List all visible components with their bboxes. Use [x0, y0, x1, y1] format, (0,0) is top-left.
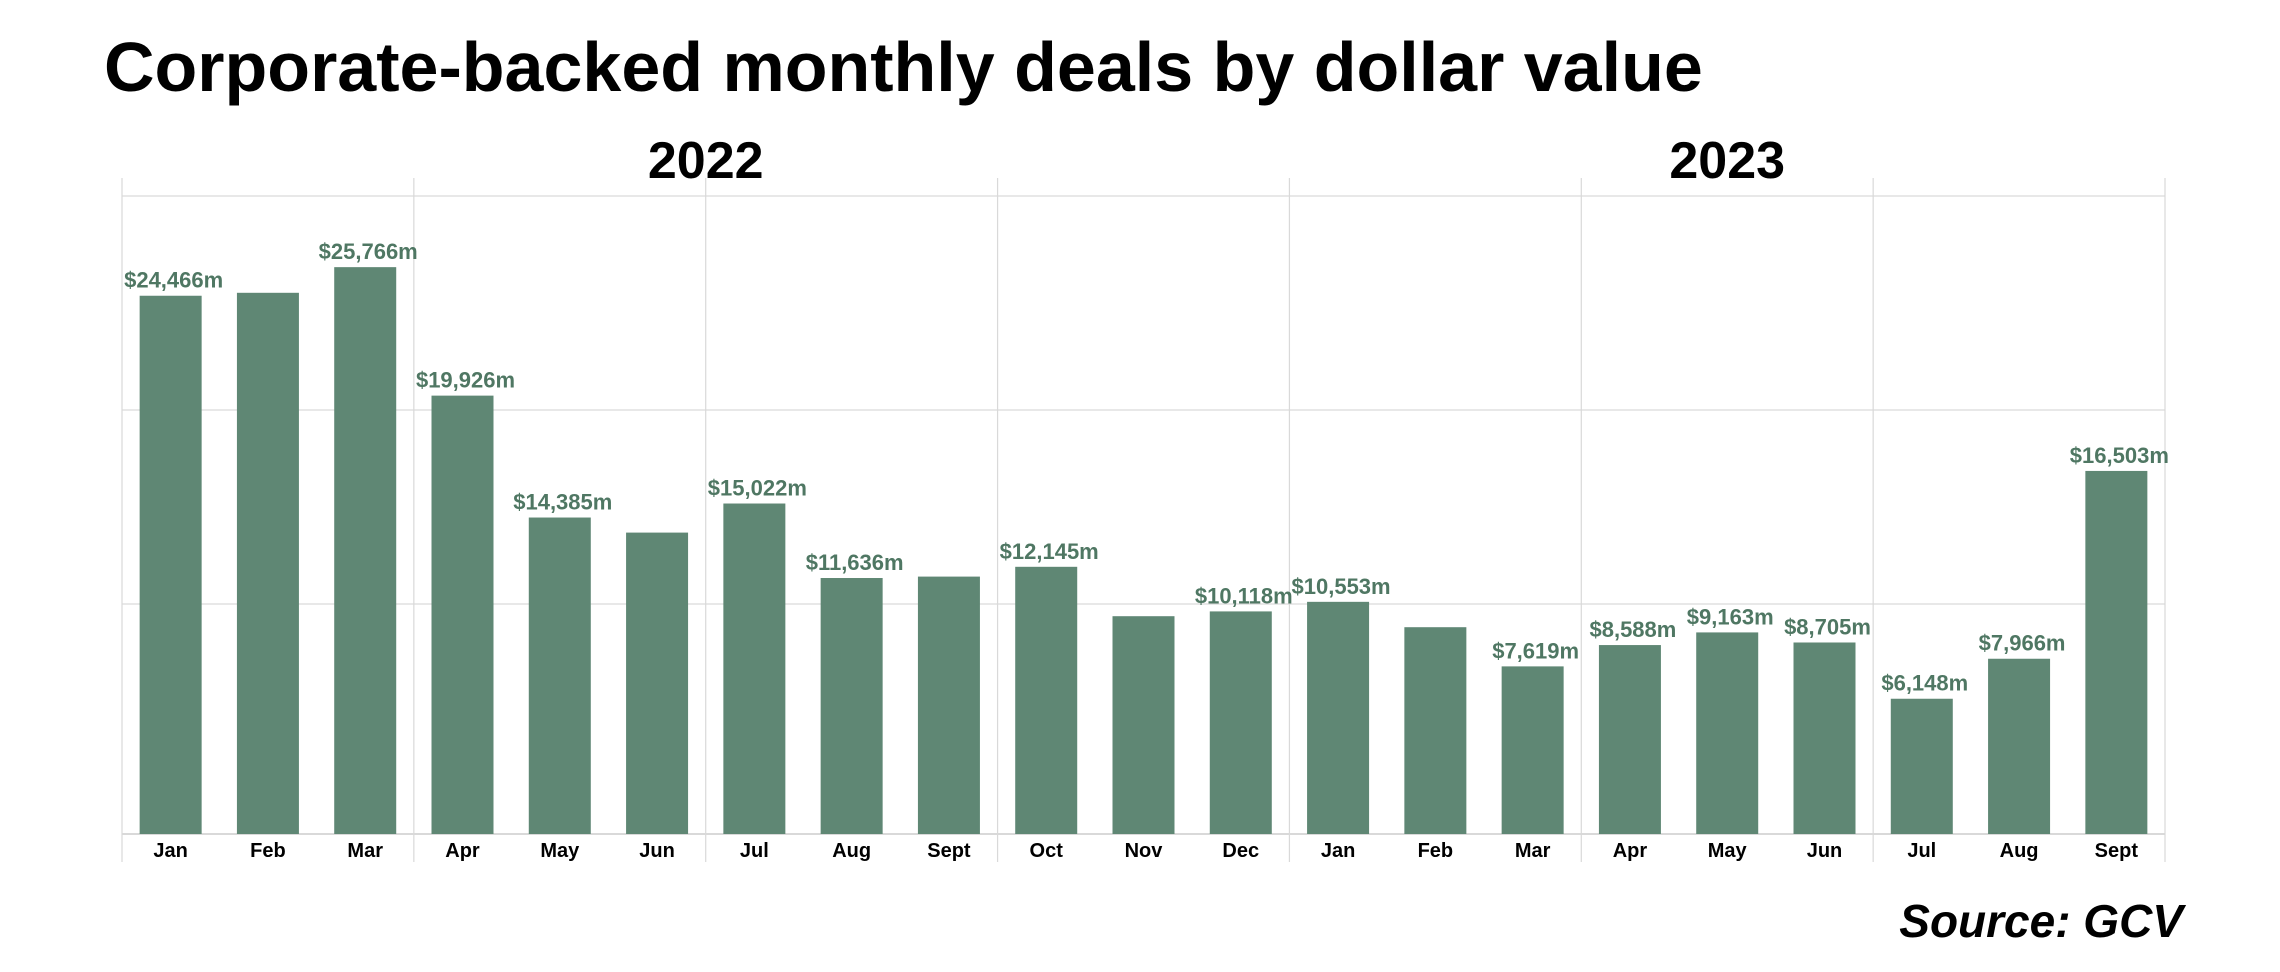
x-tick-label: Jan: [153, 840, 187, 862]
x-tick-label: May: [1708, 840, 1748, 862]
x-tick-label: Jun: [639, 840, 675, 862]
bar: [1890, 698, 1953, 834]
x-tick-label: Sept: [927, 840, 971, 862]
data-label: $11,636m: [806, 550, 904, 575]
bar: [820, 578, 883, 834]
x-tick-label: Oct: [1030, 840, 1064, 862]
data-label: $8,705m: [1784, 614, 1871, 639]
x-tick-label: Nov: [1125, 840, 1164, 862]
data-label: $7,619m: [1492, 638, 1579, 663]
source-note: Source: GCV: [1899, 895, 2183, 947]
x-tick-label: Apr: [445, 840, 480, 862]
x-tick-label: Jan: [1321, 840, 1355, 862]
data-label: $16,503m: [2070, 443, 2169, 468]
bar: [1793, 642, 1856, 834]
bars-layer: [139, 267, 2148, 834]
bar: [236, 292, 299, 834]
year-label: 2023: [1669, 132, 1785, 190]
data-label: $15,022m: [708, 476, 807, 501]
data-label: $9,163m: [1687, 604, 1774, 629]
data-label: $10,553m: [1292, 574, 1391, 599]
labels-layer: $24,466m $25,766m $19,926m $14,385m $15,022m…: [124, 239, 2169, 696]
bar: [1112, 616, 1175, 834]
x-tick-label: May: [540, 840, 580, 862]
bar: [431, 395, 494, 834]
bar: [723, 503, 786, 834]
bar: [2085, 470, 2148, 834]
x-tick-label: Apr: [1613, 840, 1648, 862]
x-tick-label: Feb: [250, 840, 286, 862]
x-tick-label: Mar: [1515, 840, 1551, 862]
x-tick-label: Aug: [2000, 840, 2039, 862]
x-tick-label: Mar: [347, 840, 383, 862]
bar: [139, 295, 202, 834]
data-label: $7,966m: [1979, 631, 2066, 656]
data-label: $19,926m: [416, 368, 515, 393]
x-tick-label: Sept: [2095, 840, 2139, 862]
data-label: $10,118m: [1195, 583, 1293, 608]
bar: [1307, 601, 1370, 834]
data-label: $14,385m: [513, 490, 612, 515]
ticks-layer: Jan Feb Mar Apr May Jun Jul Aug Sept Oct Nov Dec Jan…: [153, 840, 2138, 862]
x-tick-label: Dec: [1222, 840, 1259, 862]
bar: [626, 532, 689, 834]
bar: [1015, 566, 1078, 834]
bar: [1209, 611, 1272, 834]
bar: [1598, 645, 1661, 834]
bar: [334, 267, 397, 834]
x-tick-label: Aug: [832, 840, 871, 862]
data-label: $24,466m: [124, 268, 223, 293]
bar: [1696, 632, 1759, 834]
x-tick-label: Jun: [1807, 840, 1843, 862]
data-label: $6,148m: [1881, 671, 1968, 696]
bar: [528, 517, 591, 834]
data-label: $12,145m: [1000, 539, 1099, 564]
x-tick-label: Feb: [1418, 840, 1454, 862]
bar: [1501, 666, 1564, 834]
bar: [1404, 627, 1467, 834]
bar: [1988, 658, 2051, 834]
data-label: $25,766m: [319, 239, 418, 264]
year-label: 2022: [648, 132, 764, 190]
data-label: $8,588m: [1589, 617, 1676, 642]
x-tick-label: Jul: [740, 840, 769, 862]
x-tick-label: Jul: [1907, 840, 1936, 862]
bar: [917, 576, 980, 834]
chart-title: Corporate-backed monthly deals by dollar…: [104, 28, 1703, 106]
year-labels: 2022 2023: [648, 132, 1785, 190]
